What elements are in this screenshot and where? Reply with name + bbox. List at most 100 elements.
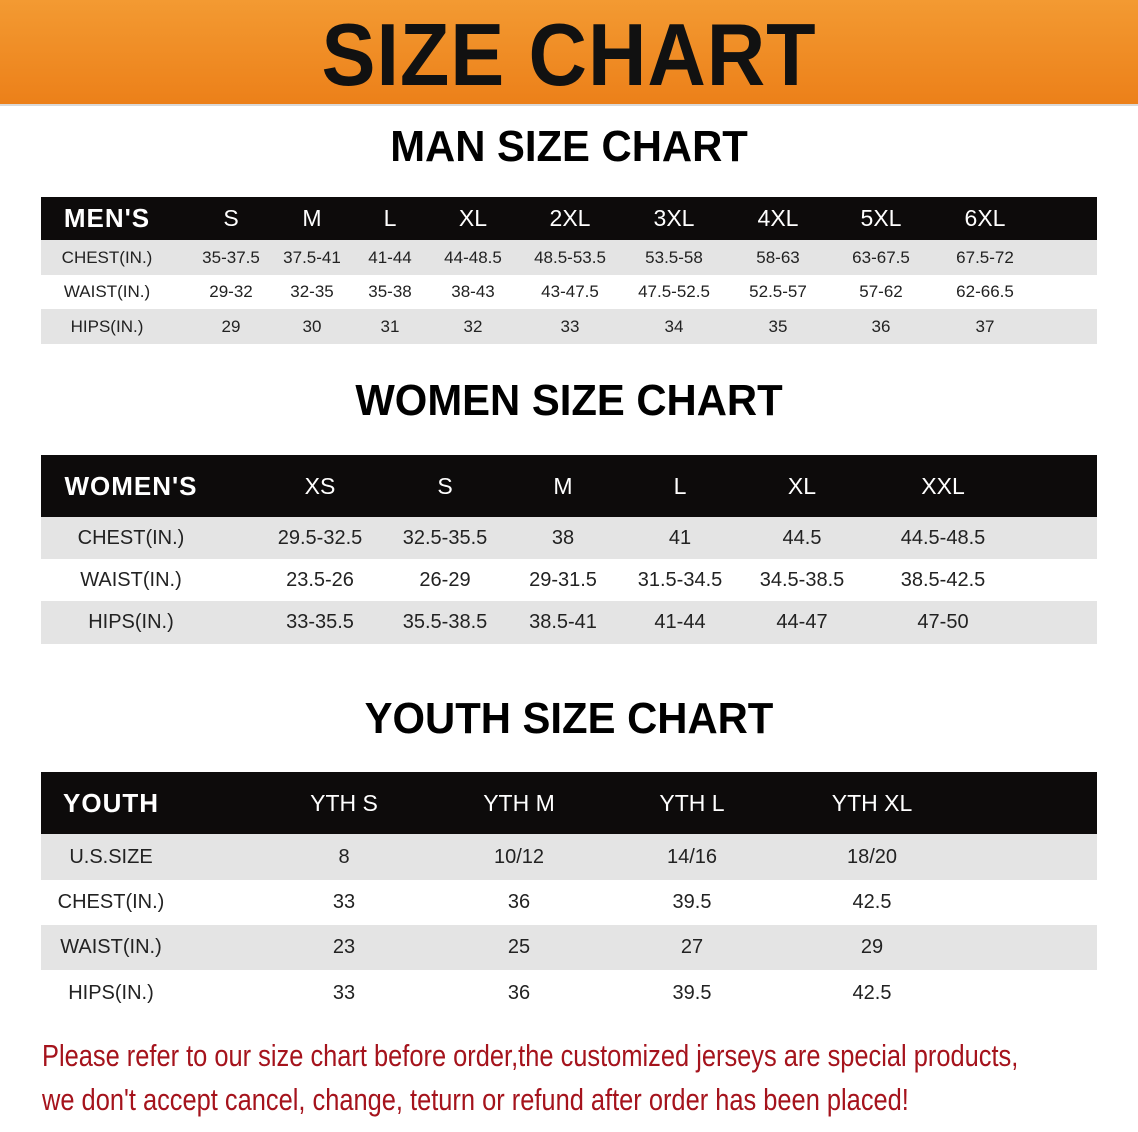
size-column-header: 4XL [757,205,799,231]
measurement-value: 58-63 [756,247,800,267]
table-header-label: WOMEN'S [64,470,198,501]
measurement-label: WAIST(IN.) [80,568,182,591]
measurement-value: 23 [332,936,356,958]
measurement-label: WAIST(IN.) [60,936,162,958]
measurement-value: 29.5-32.5 [277,526,363,549]
measurement-value: 47-50 [917,611,969,633]
measurement-value: 43-47.5 [541,282,599,301]
notice-line-2: we don't accept cancel, change, teturn o… [42,1082,909,1117]
measurement-value: 31 [380,316,400,336]
measurement-value: 29 [221,316,241,336]
table-row: HIPS(IN.) 33 36 39.5 42.5 [41,970,1097,1016]
measurement-value: 67.5-72 [956,247,1014,267]
measurement-value: 47.5-52.5 [638,282,710,301]
youth-size-table: YOUTH YTH S YTH M YTH L YTH XL U.S.SIZE 8 10/12… [41,772,1097,1016]
size-column-header: YTH S [310,789,378,816]
banner: SIZE CHART [0,0,1138,106]
measurement-value: 44.5-48.5 [900,526,986,549]
measurement-label: CHEST(IN.) [61,247,153,267]
banner-title: SIZE CHART [321,5,817,104]
measurement-value: 37.5-41 [283,247,341,267]
table-row: CHEST(IN.) 33 36 39.5 42.5 [41,880,1097,925]
measurement-value: 37 [975,316,995,336]
size-column-header: YTH L [659,789,725,816]
measurement-value: 38.5-42.5 [900,568,986,591]
size-column-header: XS [304,472,336,499]
measurement-value: 29 [860,936,884,958]
table-row: CHEST(IN.) 35-37.5 37.5-41 41-44 44-48.5 48.5… [41,240,1097,275]
measurement-value: 8 [338,845,350,868]
measurement-value: 42.5 [852,981,892,1004]
measurement-value: 44.5 [782,526,822,549]
measurement-value: 57-62 [859,282,903,301]
measurement-label: HIPS(IN.) [68,981,154,1004]
measurement-value: 31.5-34.5 [637,568,723,591]
measurement-value: 63-67.5 [852,247,910,267]
men-section-title: MAN SIZE CHART [390,122,748,171]
table-row: CHEST(IN.) 29.5-32.5 32.5-35.5 38 41 44.5 44.5… [41,517,1097,559]
measurement-label: U.S.SIZE [69,845,153,868]
table-row: HIPS(IN.) 29 30 31 32 33 34 35 36 37 [41,309,1097,344]
measurement-value: 38-43 [451,282,495,301]
measurement-value: 44-48.5 [444,247,502,267]
size-column-header: S [437,472,453,499]
measurement-value: 38 [551,526,575,549]
women-size-table: WOMEN'S XS S M L XL XXL CHEST(IN.) 29.5-32.5 32.5… [41,455,1097,644]
measurement-value: 44-47 [776,611,828,633]
size-column-header: 6XL [964,205,1006,231]
table-header-row: YOUTH YTH S YTH M YTH L YTH XL [41,772,1097,834]
table-header-label: YOUTH [63,787,159,818]
measurement-value: 48.5-53.5 [534,247,606,267]
measurement-value: 36 [871,316,891,336]
size-column-header: 3XL [653,205,695,231]
measurement-value: 36 [507,981,531,1004]
measurement-value: 41 [668,526,692,549]
notice-line-1: Please refer to our size chart before or… [42,1038,1019,1073]
size-column-header: YTH XL [831,789,913,816]
measurement-value: 33 [560,316,580,336]
measurement-label: CHEST(IN.) [57,891,165,913]
measurement-label: HIPS(IN.) [88,611,174,633]
measurement-value: 33 [332,891,356,913]
size-column-header: XXL [921,472,965,499]
measurement-label: HIPS(IN.) [70,316,144,336]
measurement-value: 42.5 [852,891,892,913]
measurement-value: 18/20 [846,845,898,868]
measurement-value: 29-31.5 [529,568,597,591]
measurement-value: 26-29 [419,568,471,591]
measurement-value: 35 [768,316,788,336]
measurement-value: 23.5-26 [286,568,354,591]
table-header-label: MEN'S [63,203,151,233]
men-size-table: MEN'S S M L XL 2XL 3XL 4XL 5XL 6XL CHEST(IN.) 35-37… [41,197,1097,344]
size-column-header: XL [787,472,817,499]
table-row: U.S.SIZE 8 10/12 14/16 18/20 [41,834,1097,880]
measurement-value: 38.5-41 [529,611,597,633]
size-column-header: YTH M [483,789,555,816]
table-row: HIPS(IN.) 33-35.5 35.5-38.5 38.5-41 41-44 44-… [41,601,1097,644]
table-header-row: MEN'S S M L XL 2XL 3XL 4XL 5XL 6XL [41,197,1097,240]
measurement-value: 35-38 [368,282,412,301]
table-row: WAIST(IN.) 29-32 32-35 35-38 38-43 43-47.5 47.… [41,275,1097,309]
measurement-value: 35.5-38.5 [402,611,488,633]
measurement-value: 32-35 [290,282,334,301]
measurement-value: 27 [680,936,704,958]
size-column-header: 5XL [860,205,902,231]
measurement-value: 32 [463,316,483,336]
table-row: WAIST(IN.) 23.5-26 26-29 29-31.5 31.5-34.5 34… [41,559,1097,601]
measurement-value: 53.5-58 [645,247,703,267]
youth-section-title: YOUTH SIZE CHART [364,694,774,743]
measurement-value: 33-35.5 [286,611,354,633]
measurement-value: 33 [332,981,356,1004]
size-column-header: M [553,472,573,499]
measurement-value: 34 [664,316,684,336]
table-row: WAIST(IN.) 23 25 27 29 [41,925,1097,970]
measurement-value: 39.5 [672,981,712,1004]
measurement-value: 32.5-35.5 [402,526,488,549]
measurement-value: 10/12 [493,845,545,868]
measurement-value: 35-37.5 [202,247,260,267]
measurement-value: 41-44 [368,247,412,267]
measurement-value: 62-66.5 [956,282,1014,301]
size-column-header: S [223,205,239,231]
measurement-label: CHEST(IN.) [77,526,185,549]
